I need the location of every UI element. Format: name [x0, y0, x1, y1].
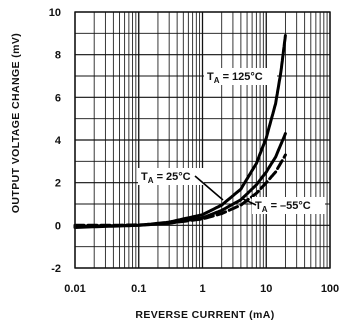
- x-tick-label: 100: [321, 283, 339, 295]
- annotation-subscript: A: [148, 176, 154, 185]
- x-axis-title: REVERSE CURRENT (mA): [135, 309, 274, 321]
- x-tick-label: 10: [260, 283, 272, 295]
- x-tick-label: 0.01: [64, 283, 85, 295]
- series-line-2: [73, 153, 287, 227]
- series-layer: [73, 34, 287, 229]
- annotation-bg: [204, 68, 277, 85]
- y-tick-label: 8: [55, 50, 61, 62]
- annotation-label: TA = 125°C: [207, 71, 263, 85]
- annotations: TA = 125°CTA = 25°CTA = –55°C: [138, 68, 325, 214]
- tick-labels: 0.01 0.1 1 10 100 -2 0 2 4 6 8 10: [49, 7, 339, 295]
- annotation-label: TA = –55°C: [255, 200, 311, 214]
- annotation-subscript: A: [214, 76, 220, 85]
- annotation-bg: [252, 197, 325, 214]
- y-tick-label: 4: [55, 135, 62, 147]
- x-tick-label: 0.1: [131, 283, 146, 295]
- annotation-leader: [194, 175, 224, 201]
- annotation-value: = 125°C: [220, 71, 263, 83]
- annotation-label: TA = 25°C: [141, 171, 191, 185]
- y-tick-label: 6: [55, 92, 61, 104]
- y-axis-title: OUTPUT VOLTAGE CHANGE (mV): [10, 33, 22, 213]
- annotation-value: = –55°C: [268, 200, 311, 212]
- plot-frame: [74, 11, 331, 269]
- annotation-value: = 25°C: [154, 171, 191, 183]
- y-tick-label: -2: [51, 263, 61, 275]
- annotation-T: T: [141, 171, 148, 183]
- annotation-leader: [240, 197, 257, 206]
- annotation-T: T: [207, 71, 214, 83]
- y-tick-label: 2: [55, 178, 61, 190]
- annotation-subscript: A: [262, 205, 268, 214]
- y-tick-label: 10: [49, 7, 61, 19]
- annotation-T: T: [255, 200, 262, 212]
- y-tick-label: 0: [55, 220, 61, 232]
- annotation-bg: [138, 168, 204, 185]
- x-tick-label: 1: [199, 283, 205, 295]
